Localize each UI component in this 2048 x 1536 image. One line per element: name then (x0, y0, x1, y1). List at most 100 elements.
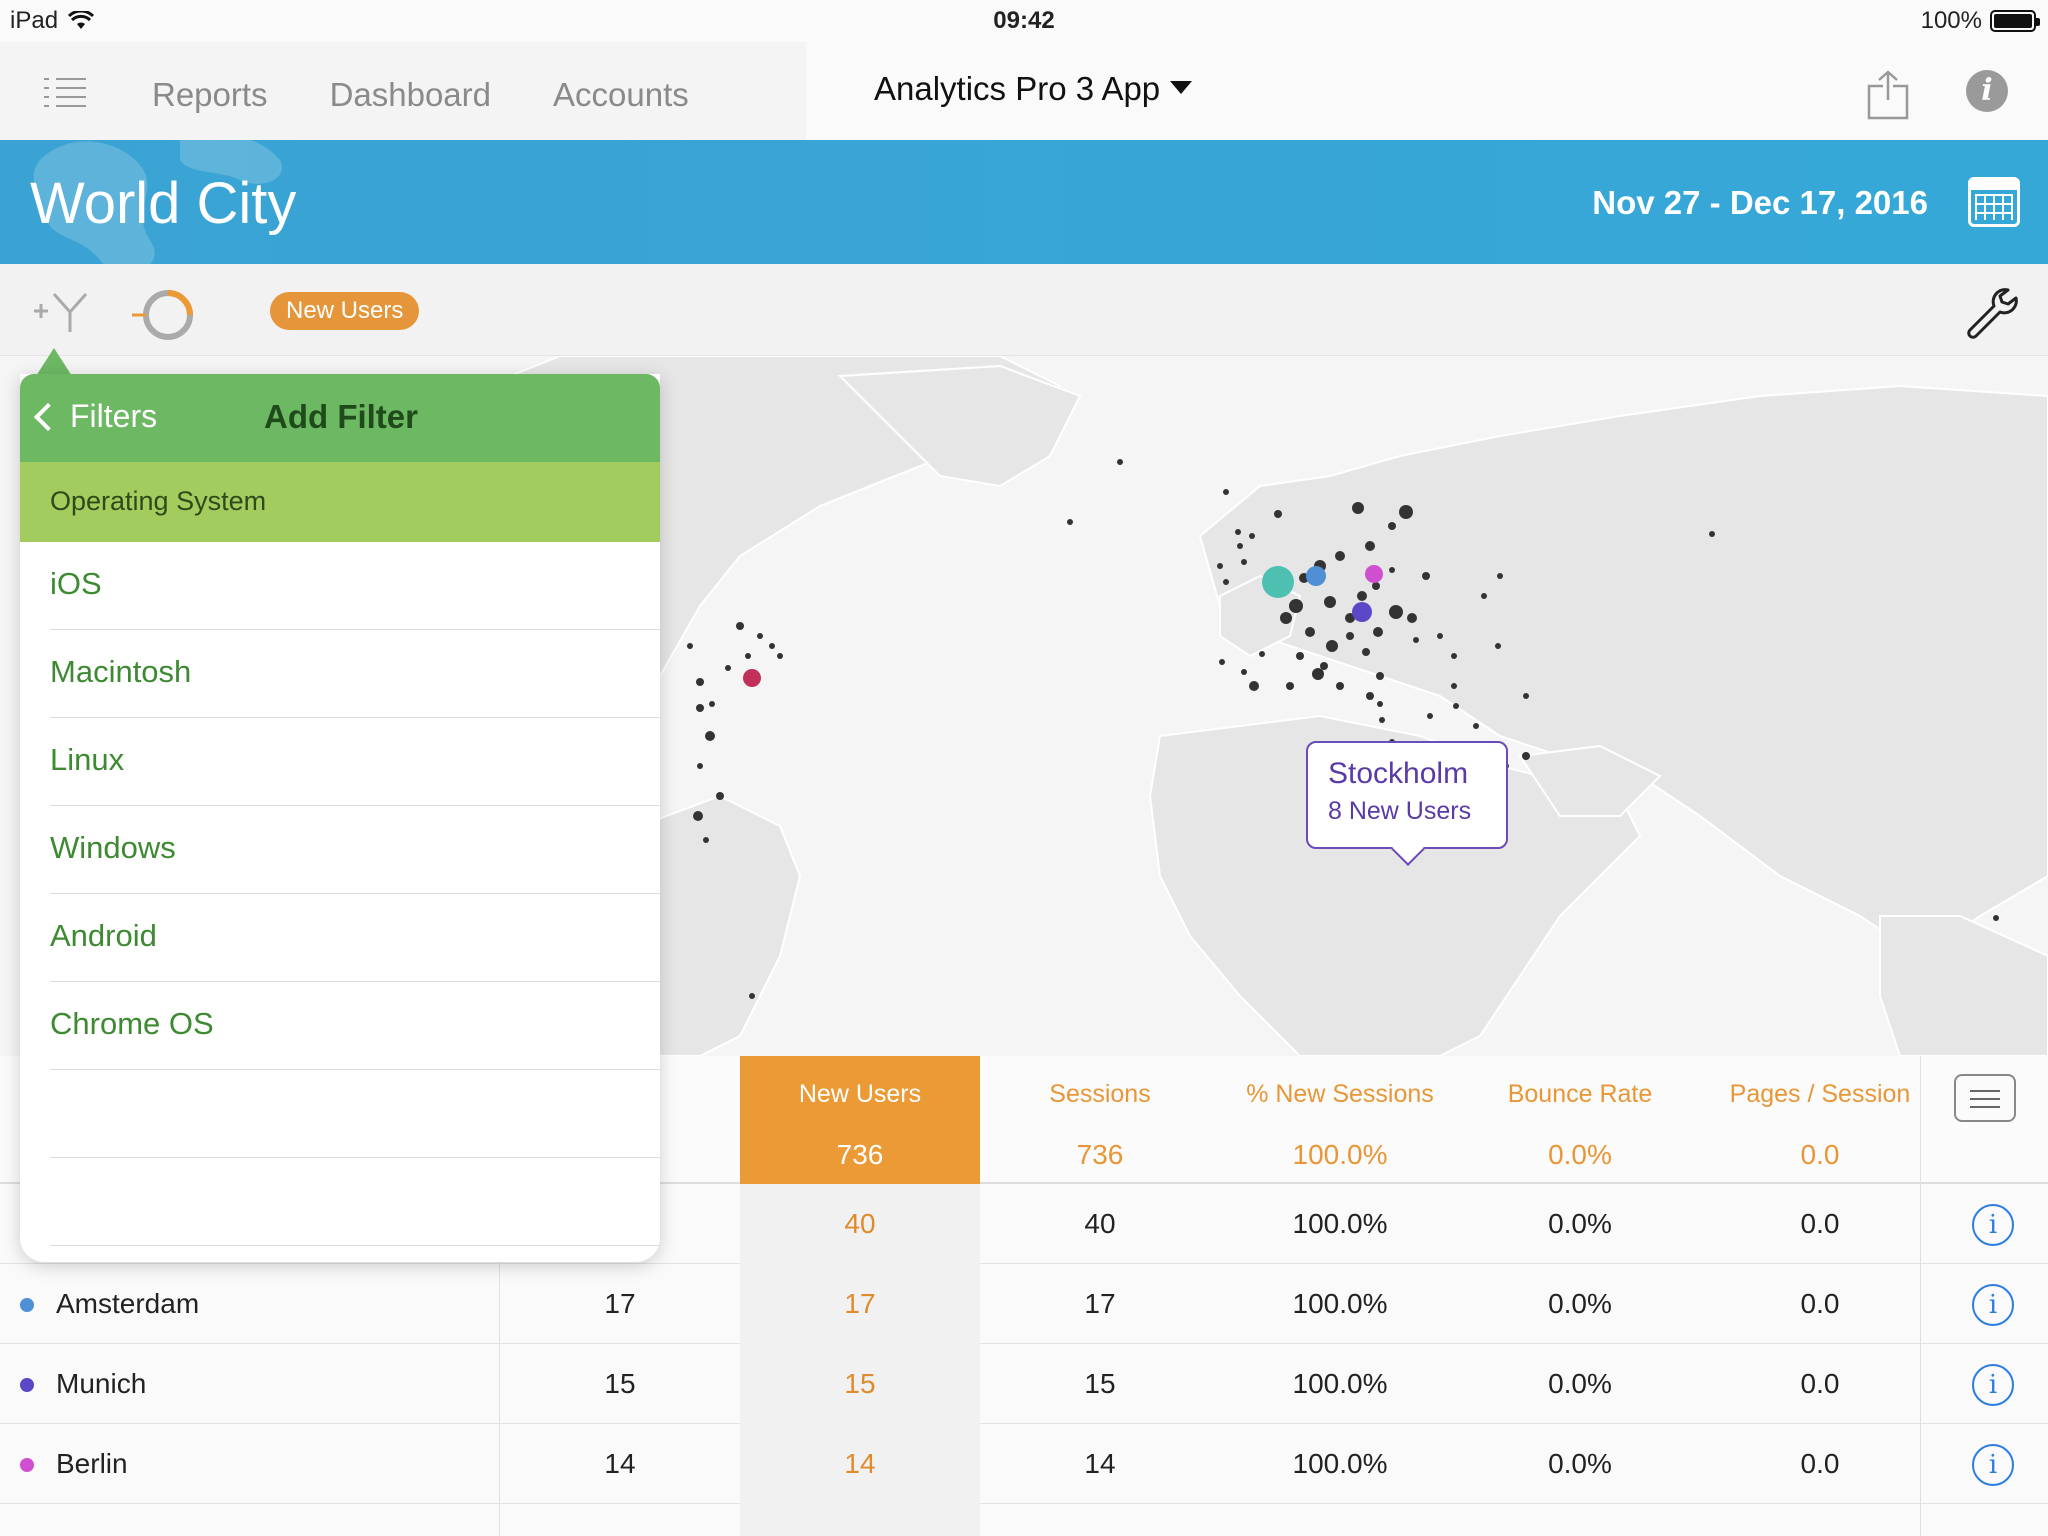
map-city-dot[interactable] (1407, 613, 1417, 623)
map-city-dot[interactable] (716, 792, 724, 800)
map-city-dot[interactable] (693, 811, 703, 821)
table-row[interactable]: Munich 15 15 15 100.0% 0.0% 0.0 i (0, 1344, 2048, 1424)
map-city-dot[interactable] (1993, 915, 1999, 921)
map-city-dot[interactable] (1473, 723, 1479, 729)
map-city-dot[interactable] (1067, 519, 1073, 525)
map-city-dot-new-york[interactable] (743, 669, 761, 687)
map-city-dot[interactable] (1388, 522, 1396, 530)
map-city-dot[interactable] (1223, 489, 1229, 495)
map-city-dot[interactable] (1451, 653, 1457, 659)
map-city-dot[interactable] (1481, 593, 1487, 599)
map-city-dot[interactable] (1219, 659, 1225, 665)
map-city-dot[interactable] (749, 993, 755, 999)
wrench-icon[interactable] (1964, 286, 2018, 340)
map-city-dot[interactable] (1365, 541, 1375, 551)
map-city-dot[interactable] (1427, 713, 1433, 719)
filter-item-windows[interactable]: Windows (50, 806, 660, 894)
map-city-dot[interactable] (1413, 637, 1419, 643)
map-city-dot[interactable] (1217, 563, 1223, 569)
map-city-dot[interactable] (736, 622, 744, 630)
filter-item-ios[interactable]: iOS (50, 542, 660, 630)
row-info-icon[interactable]: i (1972, 1364, 2014, 1406)
map-city-dot[interactable] (757, 633, 763, 639)
map-city-dot[interactable] (1326, 640, 1338, 652)
map-city-dot[interactable] (703, 837, 709, 843)
map-city-dot[interactable] (1373, 627, 1383, 637)
map-city-dot[interactable] (1296, 652, 1304, 660)
map-city-dot[interactable] (777, 653, 783, 659)
map-city-dot[interactable] (696, 704, 704, 712)
map-city-dot[interactable] (1235, 529, 1241, 535)
map-city-dot[interactable] (1377, 701, 1383, 707)
map-city-dot[interactable] (709, 701, 715, 707)
map-city-dot[interactable] (1376, 672, 1384, 680)
column-menu-button[interactable] (1954, 1074, 2016, 1122)
map-city-dot[interactable] (696, 678, 704, 686)
filter-item-linux[interactable]: Linux (50, 718, 660, 806)
map-city-dot[interactable] (1286, 682, 1294, 690)
row-info-icon[interactable]: i (1972, 1284, 2014, 1326)
map-city-dot[interactable] (1389, 567, 1395, 573)
col-pct-new-sessions[interactable]: % New Sessions 100.0% (1220, 1056, 1460, 1184)
map-city-dot[interactable] (1357, 591, 1367, 601)
map-city-dot[interactable] (1709, 531, 1715, 537)
map-city-dot[interactable] (1372, 582, 1380, 590)
map-city-dot[interactable] (1249, 533, 1255, 539)
tab-dashboard[interactable]: Dashboard (329, 76, 492, 113)
map-city-dot[interactable] (687, 643, 693, 649)
filter-item-android[interactable]: Android (50, 894, 660, 982)
add-segment-icon[interactable] (32, 290, 94, 332)
map-city-dot[interactable] (1522, 752, 1530, 760)
col-pages-session[interactable]: Pages / Session 0.0 (1700, 1056, 1940, 1184)
filter-item-chrome-os[interactable]: Chrome OS (50, 982, 660, 1070)
map-city-dot[interactable] (725, 665, 731, 671)
map-city-dot[interactable] (1117, 459, 1123, 465)
map-city-dot-berlin[interactable] (1365, 565, 1383, 583)
map-city-dot[interactable] (1523, 693, 1529, 699)
map-city-dot[interactable] (1320, 662, 1328, 670)
map-city-dot-stockholm[interactable] (1399, 505, 1413, 519)
map-city-dot-amsterdam[interactable] (1306, 566, 1326, 586)
map-city-dot[interactable] (1352, 502, 1364, 514)
table-row[interactable]: Amsterdam 17 17 17 100.0% 0.0% 0.0 i (0, 1264, 2048, 1344)
calendar-icon[interactable] (1968, 177, 2020, 227)
map-city-dot[interactable] (1451, 683, 1457, 689)
row-info-icon[interactable]: i (1972, 1444, 2014, 1486)
filters-back-button[interactable]: Filters (33, 398, 157, 435)
table-row[interactable]: Berlin 14 14 14 100.0% 0.0% 0.0 i (0, 1424, 2048, 1504)
map-city-dot[interactable] (1495, 643, 1501, 649)
map-city-dot[interactable] (1241, 669, 1247, 675)
map-city-dot[interactable] (1497, 573, 1503, 579)
map-city-dot[interactable] (1335, 551, 1345, 561)
tab-reports[interactable]: Reports (152, 76, 268, 113)
map-city-dot[interactable] (1223, 579, 1229, 585)
map-city-dot[interactable] (1362, 648, 1370, 656)
map-city-dot[interactable] (1345, 613, 1355, 623)
map-city-dot[interactable] (1324, 596, 1336, 608)
map-city-dot[interactable] (1241, 559, 1247, 565)
map-city-dot[interactable] (1336, 682, 1344, 690)
table-row-partial[interactable] (0, 1504, 2048, 1536)
map-city-dot[interactable] (1312, 668, 1324, 680)
map-city-dot[interactable] (745, 653, 751, 659)
chart-type-icon[interactable] (130, 286, 196, 344)
row-info-icon[interactable]: i (1972, 1204, 2014, 1246)
tab-accounts[interactable]: Accounts (553, 76, 689, 113)
map-city-dot[interactable] (1389, 605, 1403, 619)
map-city-dot[interactable] (1437, 633, 1443, 639)
map-city-dot[interactable] (1366, 692, 1374, 700)
share-icon[interactable] (1866, 70, 1910, 120)
map-city-dot[interactable] (769, 643, 775, 649)
col-bounce-rate[interactable]: Bounce Rate 0.0% (1460, 1056, 1700, 1184)
col-new-users[interactable]: New Users 736 (740, 1056, 980, 1184)
map-city-dot[interactable] (697, 763, 703, 769)
map-city-dot[interactable] (1422, 572, 1430, 580)
date-range[interactable]: Nov 27 - Dec 17, 2016 (1592, 184, 1928, 221)
map-city-dot[interactable] (705, 731, 715, 741)
map-city-dot[interactable] (1249, 681, 1259, 691)
app-selector[interactable]: Analytics Pro 3 App (874, 70, 1193, 108)
map-city-dot-london[interactable] (1262, 566, 1294, 598)
info-icon[interactable]: i (1966, 70, 2008, 112)
map-city-dot[interactable] (1259, 651, 1265, 657)
map-city-dot[interactable] (1346, 632, 1354, 640)
